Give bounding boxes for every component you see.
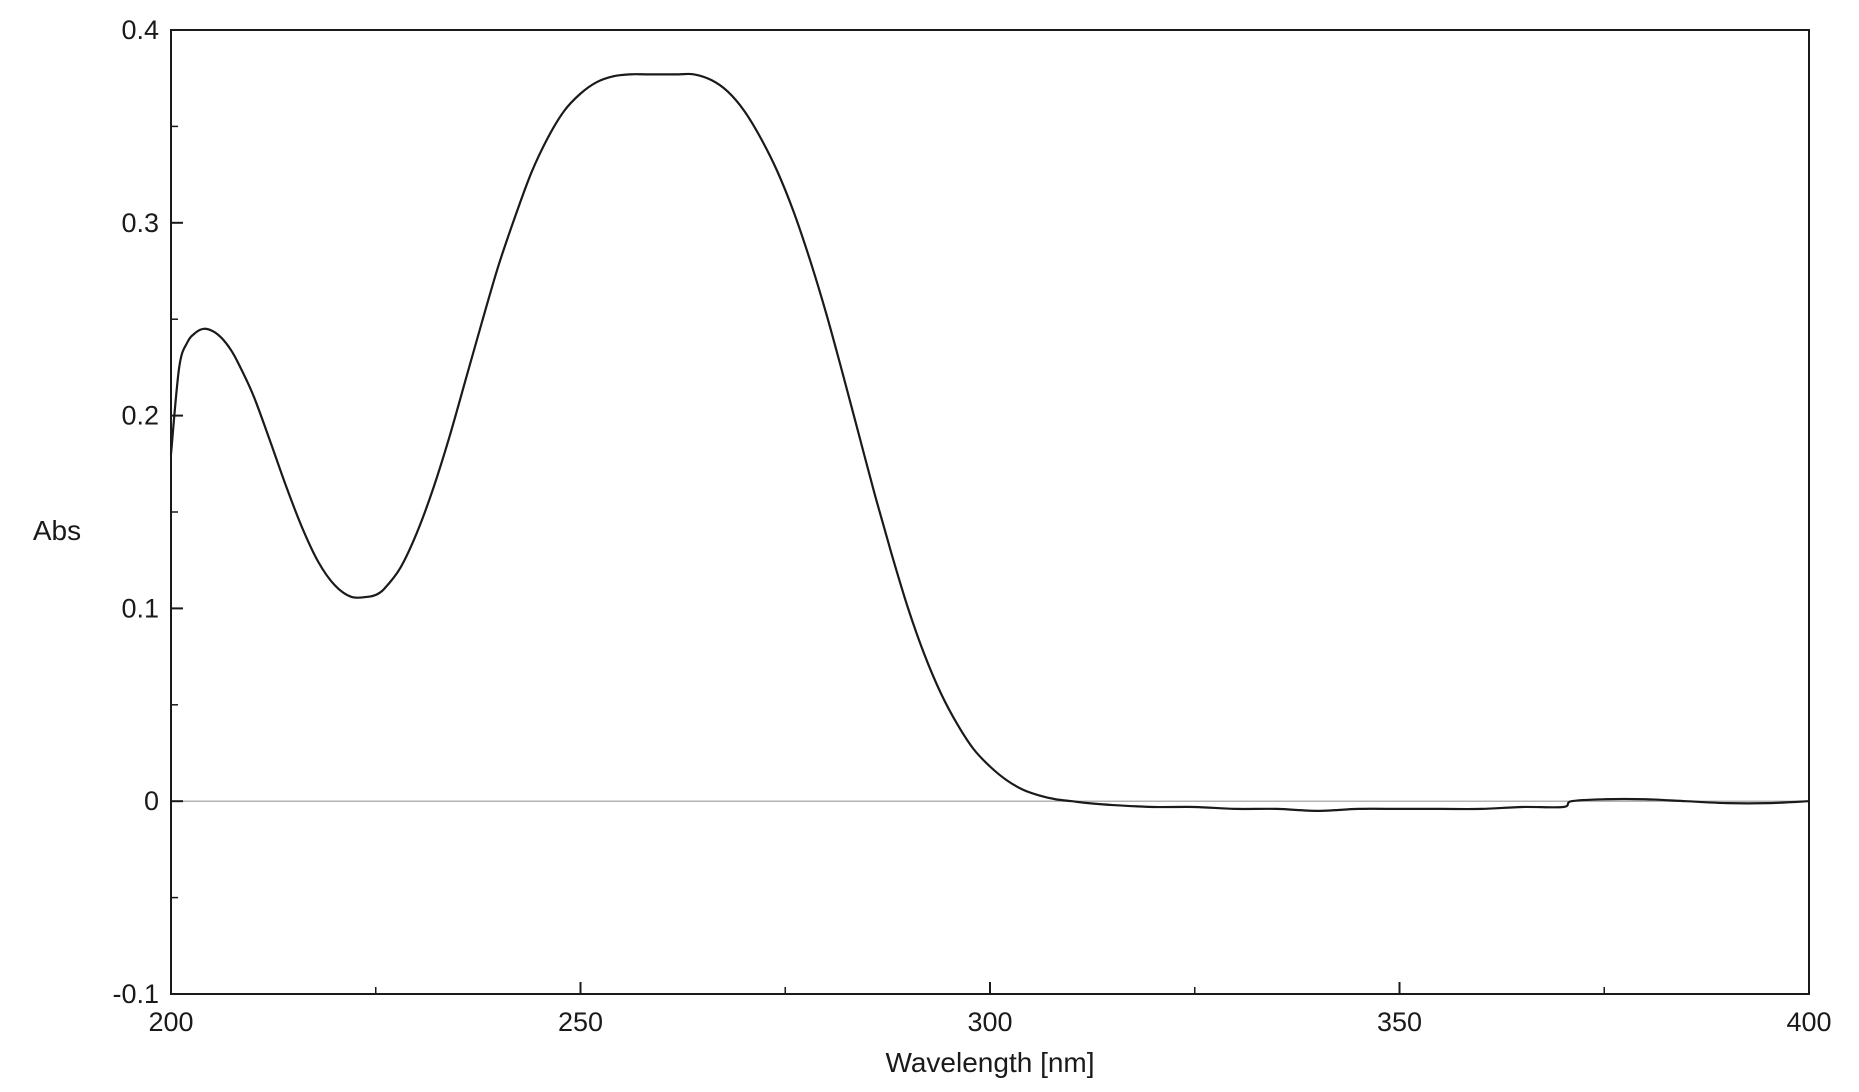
y-tick-label: 0.4 xyxy=(121,15,159,45)
y-tick-label: 0.2 xyxy=(121,401,159,431)
plot-frame xyxy=(170,29,1810,995)
x-tick-label: 200 xyxy=(148,1007,193,1037)
y-axis-label: Abs xyxy=(33,515,81,546)
y-tick-label: -0.1 xyxy=(112,979,159,1009)
x-tick-label: 400 xyxy=(1786,1007,1831,1037)
absorbance-series-line xyxy=(169,72,1811,812)
x-tick-label: 300 xyxy=(967,1007,1012,1037)
x-axis-label: Wavelength [nm] xyxy=(885,1047,1094,1078)
x-tick-label: 350 xyxy=(1377,1007,1422,1037)
y-tick-label: 0.3 xyxy=(121,208,159,238)
x-tick-label: 250 xyxy=(558,1007,603,1037)
y-tick-label: 0 xyxy=(144,786,159,816)
y-tick-label: 0.1 xyxy=(121,593,159,623)
